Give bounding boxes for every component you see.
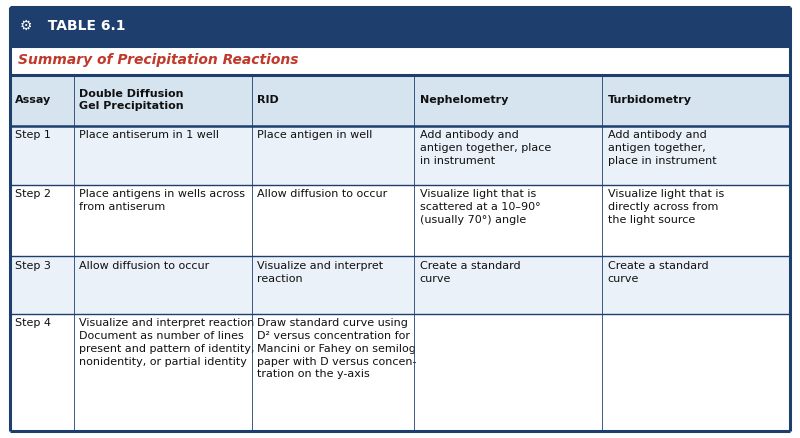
Text: Step 1: Step 1 — [15, 130, 51, 140]
Text: Place antigen in well: Place antigen in well — [258, 130, 373, 140]
Bar — [10, 74, 790, 126]
Text: Visualize light that is
scattered at a 10–90°
(usually 70°) angle: Visualize light that is scattered at a 1… — [420, 189, 540, 225]
Text: Assay: Assay — [15, 95, 51, 105]
Bar — [10, 185, 790, 256]
Text: Draw standard curve using
D² versus concentration for
Mancini or Fahey on semilo: Draw standard curve using D² versus conc… — [258, 318, 417, 379]
Text: Place antiserum in 1 well: Place antiserum in 1 well — [79, 130, 219, 140]
Text: Turbidometry: Turbidometry — [608, 95, 692, 105]
Bar — [10, 7, 790, 46]
Bar — [10, 46, 790, 74]
Text: Visualize and interpret reaction
Document as number of lines
present and pattern: Visualize and interpret reaction Documen… — [79, 318, 254, 367]
Text: Place antigens in wells across
from antiserum: Place antigens in wells across from anti… — [79, 189, 246, 212]
Text: Visualize light that is
directly across from
the light source: Visualize light that is directly across … — [608, 189, 724, 225]
Bar — [10, 256, 790, 314]
Text: RID: RID — [258, 95, 279, 105]
Text: Nephelometry: Nephelometry — [420, 95, 508, 105]
Text: Double Diffusion
Gel Precipitation: Double Diffusion Gel Precipitation — [79, 89, 184, 111]
Text: Add antibody and
antigen together,
place in instrument: Add antibody and antigen together, place… — [608, 130, 717, 166]
Text: Add antibody and
antigen together, place
in instrument: Add antibody and antigen together, place… — [420, 130, 551, 166]
Text: ⚙: ⚙ — [19, 19, 32, 33]
Text: Step 2: Step 2 — [15, 189, 51, 199]
Text: Visualize and interpret
reaction: Visualize and interpret reaction — [258, 261, 383, 283]
Text: Create a standard
curve: Create a standard curve — [608, 261, 709, 283]
Bar — [10, 126, 790, 185]
Text: Step 3: Step 3 — [15, 261, 51, 271]
Text: Allow diffusion to occur: Allow diffusion to occur — [79, 261, 210, 271]
Text: Step 4: Step 4 — [15, 318, 51, 328]
Text: TABLE 6.1: TABLE 6.1 — [38, 19, 125, 33]
Bar — [10, 314, 790, 431]
Text: Summary of Precipitation Reactions: Summary of Precipitation Reactions — [18, 53, 298, 67]
Text: Create a standard
curve: Create a standard curve — [420, 261, 520, 283]
Text: Allow diffusion to occur: Allow diffusion to occur — [258, 189, 387, 199]
